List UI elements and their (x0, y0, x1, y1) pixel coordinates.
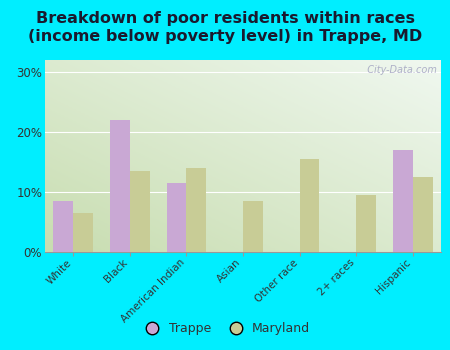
Legend: Trappe, Maryland: Trappe, Maryland (135, 317, 315, 340)
Bar (393, 150, 413, 252)
Bar (166, 183, 186, 252)
Bar (130, 171, 150, 252)
Bar (110, 120, 130, 252)
Bar (73, 213, 93, 252)
Bar (413, 177, 432, 252)
Bar (186, 168, 206, 252)
Bar (300, 159, 319, 252)
Bar (54, 201, 73, 252)
Text: City-Data.com: City-Data.com (361, 65, 437, 75)
Bar (356, 195, 376, 252)
Bar (243, 201, 263, 252)
Text: Breakdown of poor residents within races
(income below poverty level) in Trappe,: Breakdown of poor residents within races… (28, 10, 422, 44)
